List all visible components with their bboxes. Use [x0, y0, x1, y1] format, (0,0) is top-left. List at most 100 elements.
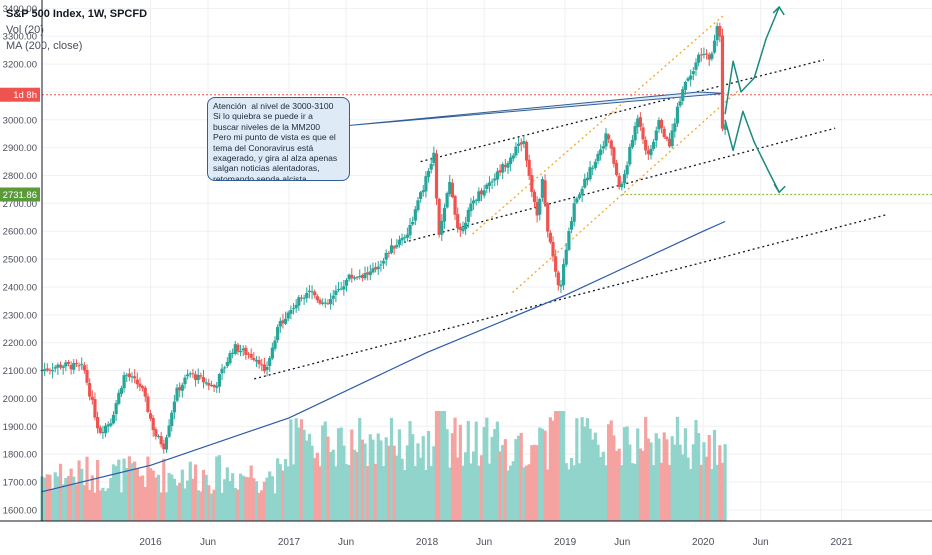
- candle-body: [543, 180, 547, 204]
- candle-body: [130, 376, 134, 378]
- candle-body: [649, 148, 653, 156]
- volume-bar: [477, 465, 481, 521]
- volume-bar: [156, 474, 161, 521]
- candle-body: [551, 241, 555, 257]
- volume-bar: [291, 464, 296, 521]
- candle-body: [236, 344, 240, 352]
- volume-bar: [352, 449, 357, 521]
- volume-bar: [262, 481, 267, 521]
- candle-body: [74, 363, 79, 365]
- candle-body: [297, 297, 301, 306]
- volume-bar: [620, 465, 624, 521]
- candle-body: [162, 443, 166, 450]
- candle-body: [580, 188, 584, 196]
- candle-body: [702, 53, 706, 55]
- candle-body: [429, 163, 433, 170]
- legend-ma[interactable]: MA (200, close): [6, 40, 83, 52]
- volume-bar: [69, 468, 73, 521]
- candle-body: [233, 344, 237, 354]
- y-tick-label: 2700.00: [3, 199, 37, 210]
- candle-body: [416, 200, 420, 211]
- volume-bar: [88, 490, 92, 521]
- candle-body: [625, 165, 629, 175]
- candle-body: [167, 425, 171, 437]
- candle-body: [228, 353, 232, 364]
- volume-bar: [538, 427, 542, 521]
- volume-bar: [649, 442, 653, 521]
- volume-bar: [106, 488, 110, 521]
- candle-body: [45, 368, 49, 371]
- volume-bar: [360, 439, 364, 521]
- y-tick-label: 3400.00: [3, 4, 37, 15]
- annotation-callout[interactable]: Atención al nivel de 3000-3100 Si lo qui…: [207, 97, 350, 181]
- candle-body: [440, 220, 444, 235]
- volume-bar: [201, 469, 206, 521]
- candle-body: [276, 326, 280, 341]
- candle-body: [117, 392, 121, 404]
- candle-body: [689, 75, 693, 80]
- volume-bar: [411, 434, 415, 521]
- volume-bar: [524, 465, 529, 521]
- candle-body: [323, 302, 327, 304]
- volume-bar: [61, 484, 65, 521]
- volume-bar: [93, 492, 97, 521]
- candle-body: [225, 361, 229, 367]
- volume-bar: [313, 458, 317, 521]
- legend-volume[interactable]: Vol (20): [6, 24, 44, 36]
- candle-body: [437, 198, 441, 235]
- y-tick-label: 2400.00: [3, 282, 37, 293]
- candle-body: [411, 221, 415, 225]
- volume-bar: [244, 476, 248, 521]
- volume-bar: [286, 466, 290, 521]
- candle-body: [352, 277, 357, 279]
- y-tick-label: 2600.00: [3, 227, 37, 238]
- candle-body: [135, 379, 139, 385]
- volume-bar: [694, 420, 698, 521]
- volume-bar: [408, 421, 412, 521]
- candle-body: [413, 209, 417, 221]
- volume-bar: [74, 484, 79, 521]
- volume-bar: [614, 450, 619, 521]
- candle-body: [220, 368, 224, 374]
- volume-bar: [141, 475, 145, 521]
- volume-bar: [487, 463, 492, 521]
- volume-bar: [281, 470, 285, 521]
- candle-body: [593, 161, 597, 168]
- candle-body: [178, 387, 182, 391]
- y-tick-label: 1600.00: [3, 505, 37, 516]
- candle-body: [342, 286, 346, 290]
- candle-body: [302, 297, 306, 299]
- volume-bar: [212, 489, 216, 521]
- candle-body: [106, 424, 110, 427]
- candle-body: [654, 130, 658, 141]
- x-tick-label: Jun: [200, 537, 216, 548]
- legend-symbol[interactable]: S&P 500 Index, 1W, SPCFD: [6, 8, 148, 20]
- volume-bar: [583, 426, 587, 521]
- level-badge-bg: [0, 187, 40, 202]
- volume-bar: [77, 460, 81, 521]
- volume-bar: [125, 468, 129, 521]
- volume-bar: [498, 451, 502, 521]
- candle-body: [667, 138, 672, 147]
- volume-bar: [339, 427, 343, 521]
- volume-bar: [323, 421, 327, 521]
- candle-body: [670, 130, 674, 147]
- candle-body: [556, 272, 560, 286]
- volume-bar: [289, 419, 293, 521]
- candle-body: [66, 362, 71, 364]
- candle-body: [148, 413, 153, 419]
- candle-body: [270, 347, 274, 359]
- volume-bar: [96, 460, 100, 521]
- candle-body: [530, 174, 534, 192]
- volume-bar: [315, 452, 319, 521]
- volume-bar: [448, 467, 452, 521]
- volume-bar: [710, 468, 714, 521]
- candle-body: [421, 190, 425, 193]
- candle-body: [318, 299, 322, 304]
- volume-bar: [585, 418, 590, 521]
- volume-bar: [151, 470, 155, 521]
- volume-bar: [440, 411, 444, 521]
